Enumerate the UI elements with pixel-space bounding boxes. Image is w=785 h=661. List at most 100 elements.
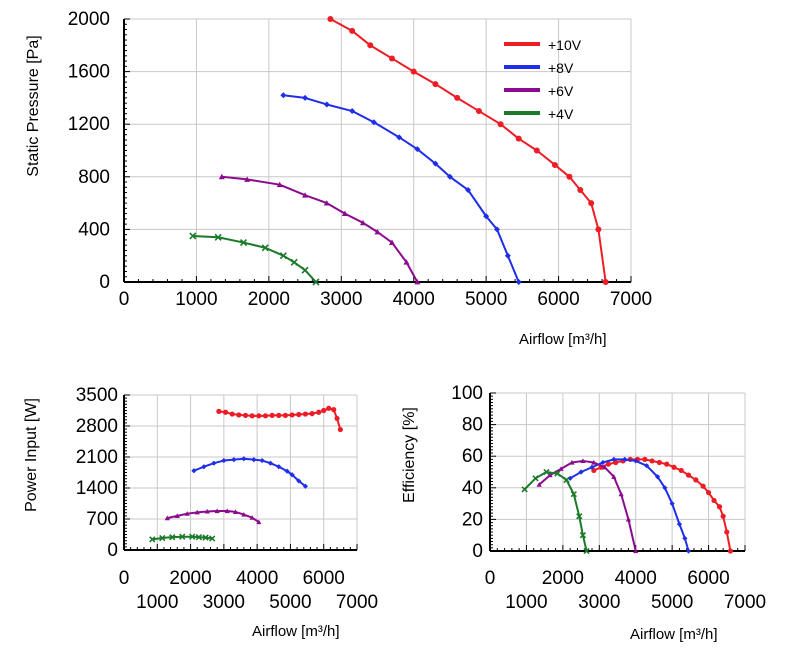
data-point	[341, 210, 348, 217]
x-tick-label: 0	[119, 289, 130, 310]
chart-efficiency: 0 1000 2000 3000 4000 5000 6000 7000 0 20 40 60 80 10…	[401, 383, 766, 643]
x-tick-label: 7000	[724, 592, 766, 613]
data-point	[693, 477, 699, 483]
data-point	[224, 508, 230, 514]
data-point	[301, 266, 309, 274]
data-point	[403, 259, 410, 265]
data-point	[554, 470, 561, 477]
data-point	[654, 474, 661, 480]
data-point	[497, 121, 504, 128]
data-point	[302, 94, 309, 101]
data-point	[656, 459, 662, 466]
data-point	[349, 108, 356, 115]
data-point	[204, 508, 210, 514]
x-tick-label: 3000	[578, 592, 620, 613]
data-point	[521, 486, 528, 493]
data-point	[296, 478, 302, 484]
x-axis-label: Airflow [m³/h]	[252, 623, 340, 640]
data-point	[727, 548, 734, 554]
y-tick-label: 0	[99, 272, 110, 293]
y-tick-label: 0	[472, 541, 483, 562]
x-tick-label: 3000	[320, 289, 362, 310]
data-point	[633, 548, 639, 554]
x-tick-label: 7000	[610, 289, 652, 310]
data-point	[583, 547, 590, 555]
data-point	[327, 16, 334, 22]
data-point	[558, 466, 564, 471]
data-point	[276, 181, 283, 188]
series-plus-4v	[521, 468, 590, 555]
data-point	[214, 508, 220, 514]
data-point	[326, 405, 332, 411]
data-point	[602, 464, 608, 470]
data-point	[191, 468, 197, 474]
data-point	[290, 258, 298, 266]
plot-area	[124, 19, 631, 282]
data-point	[236, 412, 242, 418]
x-tick-label: 6000	[687, 568, 729, 589]
data-point	[563, 476, 570, 484]
x-tick-label: 4000	[236, 568, 278, 589]
data-point	[209, 535, 216, 542]
y-axis-label: Efficiency [%]	[401, 407, 418, 503]
data-point	[218, 173, 225, 180]
series-plus-10v	[591, 456, 734, 554]
data-point	[570, 490, 577, 498]
series-plus-8v	[567, 456, 692, 554]
data-point	[309, 411, 315, 417]
y-tick-label: 1200	[68, 114, 110, 135]
data-point	[269, 412, 275, 418]
data-point	[678, 467, 684, 474]
data-point	[184, 511, 190, 516]
data-point	[189, 533, 196, 540]
x-tick-label: 2000	[542, 568, 584, 589]
y-tick-label: 3500	[76, 385, 118, 406]
data-point	[232, 509, 239, 514]
series-line	[593, 458, 732, 552]
data-point	[589, 464, 595, 470]
data-point	[611, 474, 617, 479]
data-point	[414, 146, 421, 153]
data-point	[302, 483, 309, 489]
data-point	[705, 489, 712, 496]
data-point	[256, 413, 262, 419]
data-point	[370, 119, 377, 126]
series-plus-4v	[149, 533, 216, 543]
data-point	[349, 27, 356, 34]
legend-label-4v: +4V	[548, 106, 574, 122]
x-axis-label: Airflow [m³/h]	[519, 331, 607, 348]
data-point	[174, 513, 180, 518]
series-plus-4v	[189, 232, 320, 286]
x-axis-label: Airflow [m³/h]	[630, 626, 718, 643]
data-point	[169, 533, 176, 541]
series-plus-6v	[218, 173, 421, 285]
y-tick-label: 2000	[68, 9, 110, 30]
data-point	[724, 529, 730, 535]
y-axis-label: Power Input [W]	[23, 398, 40, 512]
y-tick-label: 800	[78, 167, 110, 188]
x-tick-label: 6000	[537, 289, 579, 310]
y-tick-label: 700	[86, 509, 118, 530]
data-point	[242, 412, 249, 418]
data-point	[221, 457, 227, 464]
data-point	[396, 134, 403, 141]
data-point	[312, 278, 320, 286]
data-point	[580, 458, 586, 464]
series-plus-8v	[191, 456, 309, 489]
data-point	[644, 463, 650, 469]
legend: +10V +8V +6V +4V	[504, 37, 582, 122]
data-point	[547, 472, 553, 478]
data-point	[289, 412, 295, 418]
data-point	[611, 456, 617, 462]
legend-label-10v: +10V	[548, 37, 582, 53]
data-point	[577, 186, 584, 193]
data-point	[671, 464, 677, 470]
data-point	[261, 244, 269, 252]
y-tick-label: 2100	[76, 447, 118, 468]
plot-area	[490, 393, 745, 551]
plot-area	[124, 395, 357, 550]
x-tick-label: 5000	[269, 592, 311, 613]
data-point	[588, 200, 595, 207]
data-point	[323, 101, 330, 108]
